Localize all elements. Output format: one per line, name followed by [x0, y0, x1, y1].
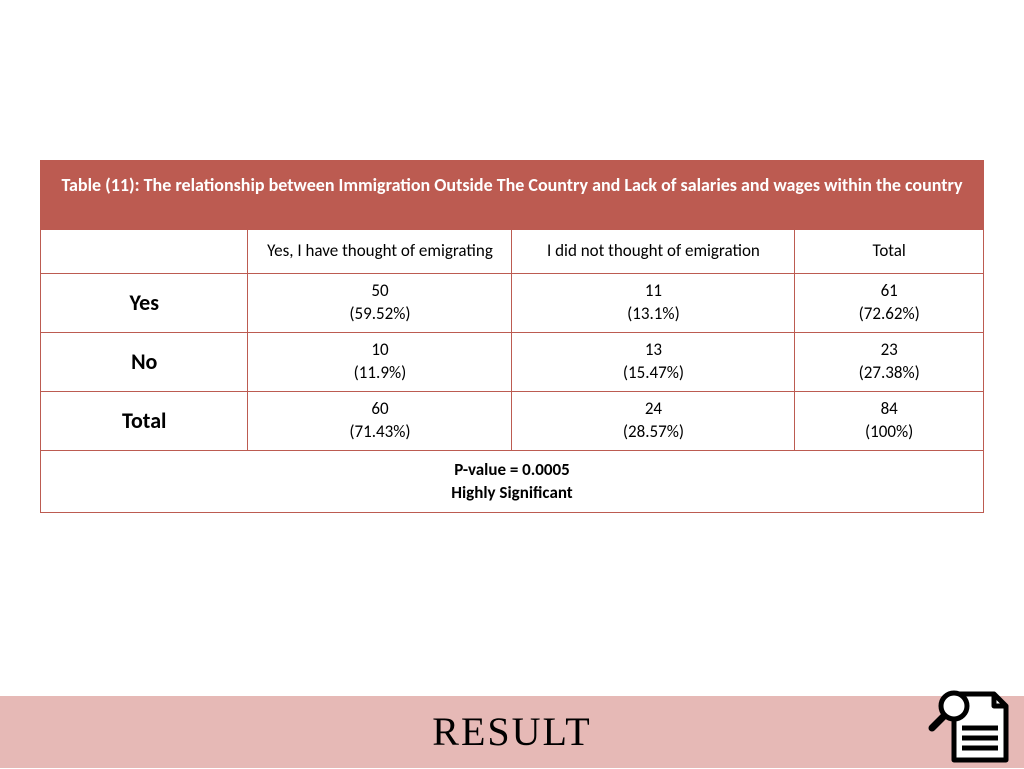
table-row: Total 60(71.43%) 24(28.57%) 84(100%) [41, 391, 984, 450]
header-col2: I did not thought of emigration [512, 230, 795, 274]
table-title: Table (11): The relationship between Imm… [40, 160, 984, 229]
significance-cell: P-value = 0.0005 Highly Significant [41, 450, 984, 513]
cell: 13(15.47%) [512, 332, 795, 391]
cell: 11(13.1%) [512, 273, 795, 332]
header-col1: Yes, I have thought of emigrating [248, 230, 512, 274]
crosstab-table: Yes, I have thought of emigrating I did … [40, 229, 984, 513]
table-row: Yes 50(59.52%) 11(13.1%) 61(72.62%) [41, 273, 984, 332]
statistics-table: Table (11): The relationship between Imm… [40, 160, 984, 513]
cell: 50(59.52%) [248, 273, 512, 332]
table-row: No 10(11.9%) 13(15.47%) 23(27.38%) [41, 332, 984, 391]
significance-text: Highly Significant [451, 482, 572, 503]
footer-bar: RESULT [0, 696, 1024, 768]
magnify-document-icon [924, 682, 1012, 764]
p-value-text: P-value = 0.0005 [454, 459, 570, 480]
table-header-row: Yes, I have thought of emigrating I did … [41, 230, 984, 274]
cell: 60(71.43%) [248, 391, 512, 450]
header-blank [41, 230, 248, 274]
header-total: Total [795, 230, 984, 274]
cell: 23(27.38%) [795, 332, 984, 391]
cell: 84(100%) [795, 391, 984, 450]
cell: 61(72.62%) [795, 273, 984, 332]
table-footer-row: P-value = 0.0005 Highly Significant [41, 450, 984, 513]
row-label: Total [41, 391, 248, 450]
row-label: Yes [41, 273, 248, 332]
row-label: No [41, 332, 248, 391]
footer-label: RESULT [432, 709, 591, 754]
cell: 10(11.9%) [248, 332, 512, 391]
cell: 24(28.57%) [512, 391, 795, 450]
